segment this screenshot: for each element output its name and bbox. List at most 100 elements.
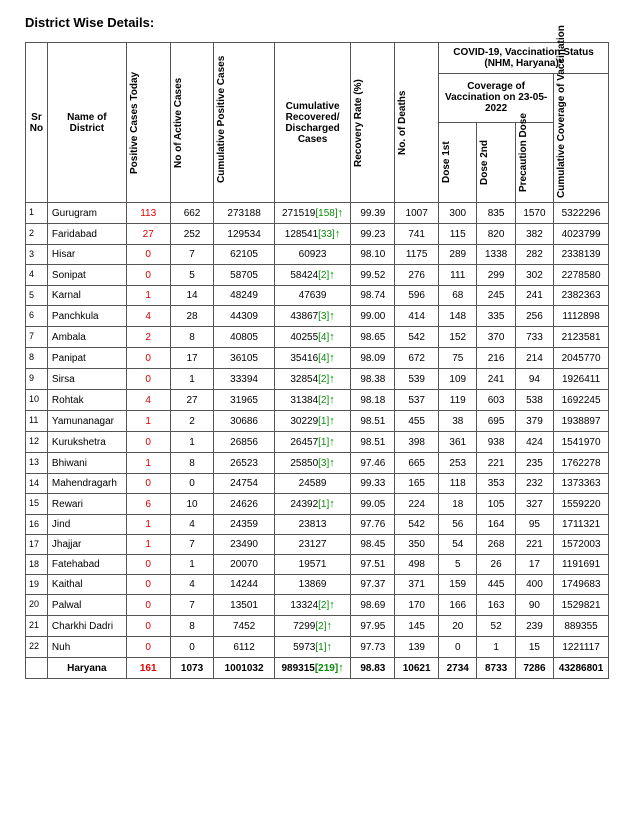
- cell-pd: 382: [515, 224, 553, 245]
- cell-sr: [26, 658, 48, 679]
- table-header: Sr No Name of District Positive Cases To…: [26, 43, 609, 203]
- cell-deaths: 224: [395, 494, 439, 515]
- table-row: 18Fatehabad01200701957197.51498526171191…: [26, 555, 609, 575]
- cell-cumpos: 20070: [214, 555, 274, 575]
- cell-d2: 164: [477, 515, 515, 535]
- cell-pos: 4: [126, 390, 170, 411]
- table-row: 6Panchkula4284430943867[3]↑99.0041414833…: [26, 306, 609, 327]
- cell-d2: 335: [477, 306, 515, 327]
- cell-active: 28: [170, 306, 214, 327]
- cell-d2: 245: [477, 286, 515, 306]
- cell-pd: 221: [515, 535, 553, 555]
- cell-name: Rewari: [47, 494, 126, 515]
- cell-d1: 166: [439, 595, 477, 616]
- cell-pos: 0: [126, 555, 170, 575]
- cell-sr: 22: [26, 637, 48, 658]
- cell-cv: 2382363: [554, 286, 609, 306]
- table-row: 5Karnal114482494763998.74596682452412382…: [26, 286, 609, 306]
- hdr-deaths: No. of Deaths: [395, 43, 439, 203]
- cell-rec: 26457[1]↑: [274, 432, 351, 453]
- cell-name: Ambala: [47, 327, 126, 348]
- cell-cumpos: 48249: [214, 286, 274, 306]
- cell-name: Yamunanagar: [47, 411, 126, 432]
- cell-d1: 152: [439, 327, 477, 348]
- cell-cumpos: 62105: [214, 245, 274, 265]
- cell-pd: 90: [515, 595, 553, 616]
- cell-d2: 370: [477, 327, 515, 348]
- cell-active: 27: [170, 390, 214, 411]
- table-row: 17Jhajjar17234902312798.4535054268221157…: [26, 535, 609, 555]
- cell-d1: 68: [439, 286, 477, 306]
- cell-name: Bhiwani: [47, 453, 126, 474]
- cell-deaths: 350: [395, 535, 439, 555]
- cell-sr: 17: [26, 535, 48, 555]
- cell-cumpos: 24754: [214, 474, 274, 494]
- cell-deaths: 542: [395, 327, 439, 348]
- cell-rate: 97.73: [351, 637, 395, 658]
- cell-d2: 163: [477, 595, 515, 616]
- cell-pd: 1570: [515, 203, 553, 224]
- cell-d1: 289: [439, 245, 477, 265]
- cell-pd: 239: [515, 616, 553, 637]
- cell-cumpos: 1001032: [214, 658, 274, 679]
- cell-active: 5: [170, 265, 214, 286]
- cell-deaths: 672: [395, 348, 439, 369]
- cell-pos: 0: [126, 474, 170, 494]
- cell-deaths: 1175: [395, 245, 439, 265]
- cell-cv: 2338139: [554, 245, 609, 265]
- cell-rate: 98.10: [351, 245, 395, 265]
- cell-d2: 445: [477, 575, 515, 595]
- cell-rec: 13324[2]↑: [274, 595, 351, 616]
- cell-cv: 1529821: [554, 595, 609, 616]
- table-row: 2Faridabad27252129534128541[33]↑99.23741…: [26, 224, 609, 245]
- cell-pos: 1: [126, 535, 170, 555]
- cell-rate: 97.76: [351, 515, 395, 535]
- table-row: 13Bhiwani182652325850[3]↑97.466652532212…: [26, 453, 609, 474]
- cell-name: Nuh: [47, 637, 126, 658]
- table-row-total: Haryana16110731001032989315[219]↑98.8310…: [26, 658, 609, 679]
- hdr-cum-pos: Cumulative Positive Cases: [214, 43, 274, 203]
- cell-active: 1: [170, 555, 214, 575]
- cell-pd: 94: [515, 369, 553, 390]
- cell-rec: 19571: [274, 555, 351, 575]
- cell-rate: 97.37: [351, 575, 395, 595]
- cell-cumpos: 36105: [214, 348, 274, 369]
- cell-deaths: 1007: [395, 203, 439, 224]
- cell-rate: 98.45: [351, 535, 395, 555]
- cell-pd: 232: [515, 474, 553, 494]
- cell-pd: 15: [515, 637, 553, 658]
- cell-sr: 11: [26, 411, 48, 432]
- cell-d1: 361: [439, 432, 477, 453]
- cell-deaths: 542: [395, 515, 439, 535]
- cell-sr: 8: [26, 348, 48, 369]
- table-row: 21Charkhi Dadri0874527299[2]↑97.95145205…: [26, 616, 609, 637]
- cell-sr: 10: [26, 390, 48, 411]
- cell-rate: 98.51: [351, 411, 395, 432]
- cell-pd: 327: [515, 494, 553, 515]
- cell-name: Karnal: [47, 286, 126, 306]
- cell-sr: 3: [26, 245, 48, 265]
- cell-d1: 5: [439, 555, 477, 575]
- hdr-pos-today: Positive Cases Today: [126, 43, 170, 203]
- hdr-cum-rec: Cumulative Recovered/ Discharged Cases: [274, 43, 351, 203]
- cell-d2: 938: [477, 432, 515, 453]
- cell-rate: 98.65: [351, 327, 395, 348]
- cell-deaths: 741: [395, 224, 439, 245]
- cell-cumpos: 129534: [214, 224, 274, 245]
- cell-cumpos: 7452: [214, 616, 274, 637]
- cell-rec: 24392[1]↑: [274, 494, 351, 515]
- cell-cumpos: 26523: [214, 453, 274, 474]
- table-row: 14Mahendragarh00247542458999.33165118353…: [26, 474, 609, 494]
- cell-pos: 0: [126, 637, 170, 658]
- cell-d1: 300: [439, 203, 477, 224]
- table-row: 4Sonipat055870558424[2]↑99.5227611129930…: [26, 265, 609, 286]
- cell-rec: 989315[219]↑: [274, 658, 351, 679]
- table-row: 1Gurugram113662273188271519[158]↑99.3910…: [26, 203, 609, 224]
- cell-name: Haryana: [47, 658, 126, 679]
- cell-rate: 99.52: [351, 265, 395, 286]
- cell-cv: 1749683: [554, 575, 609, 595]
- cell-d1: 2734: [439, 658, 477, 679]
- cell-name: Palwal: [47, 595, 126, 616]
- cell-cv: 1711321: [554, 515, 609, 535]
- cell-name: Hisar: [47, 245, 126, 265]
